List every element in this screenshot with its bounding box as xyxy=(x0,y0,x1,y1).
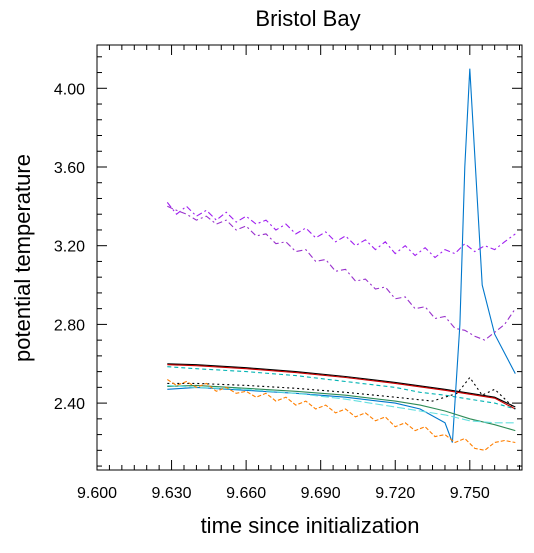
series-line-1 xyxy=(167,363,516,408)
tick-layer xyxy=(96,45,522,470)
series-line-9 xyxy=(166,202,516,259)
y-tick-label: 2.40 xyxy=(54,396,85,413)
x-tick-label: 9.660 xyxy=(226,485,266,502)
series-line-6 xyxy=(167,384,516,432)
x-tick-label: 9.600 xyxy=(77,485,117,502)
tick-label-layer: 9.600 9.630 9.660 9.690 9.720 9.750 2.40 2.80 3.… xyxy=(54,81,490,502)
x-axis-label: time since initialization xyxy=(201,513,420,538)
series-line-8 xyxy=(167,379,516,451)
series-line-5 xyxy=(167,68,516,443)
x-tick-label: 9.690 xyxy=(301,485,341,502)
x-tick-label: 9.720 xyxy=(375,485,415,502)
series-line-3 xyxy=(167,366,516,410)
x-tick-label: 9.630 xyxy=(152,485,192,502)
series-line-2 xyxy=(167,364,516,410)
y-tick-label: 3.20 xyxy=(54,239,85,256)
y-axis-label: potential temperature xyxy=(10,154,35,362)
plot-frame xyxy=(96,44,523,471)
y-tick-label: 4.00 xyxy=(54,81,85,98)
y-tick-label: 2.80 xyxy=(54,317,85,334)
y-tick-label: 3.60 xyxy=(54,160,85,177)
series-layer xyxy=(166,68,516,451)
x-tick-label: 9.750 xyxy=(450,485,490,502)
series-line-7 xyxy=(167,384,516,424)
series-line-4 xyxy=(167,376,516,410)
chart-title: Bristol Bay xyxy=(255,6,360,31)
